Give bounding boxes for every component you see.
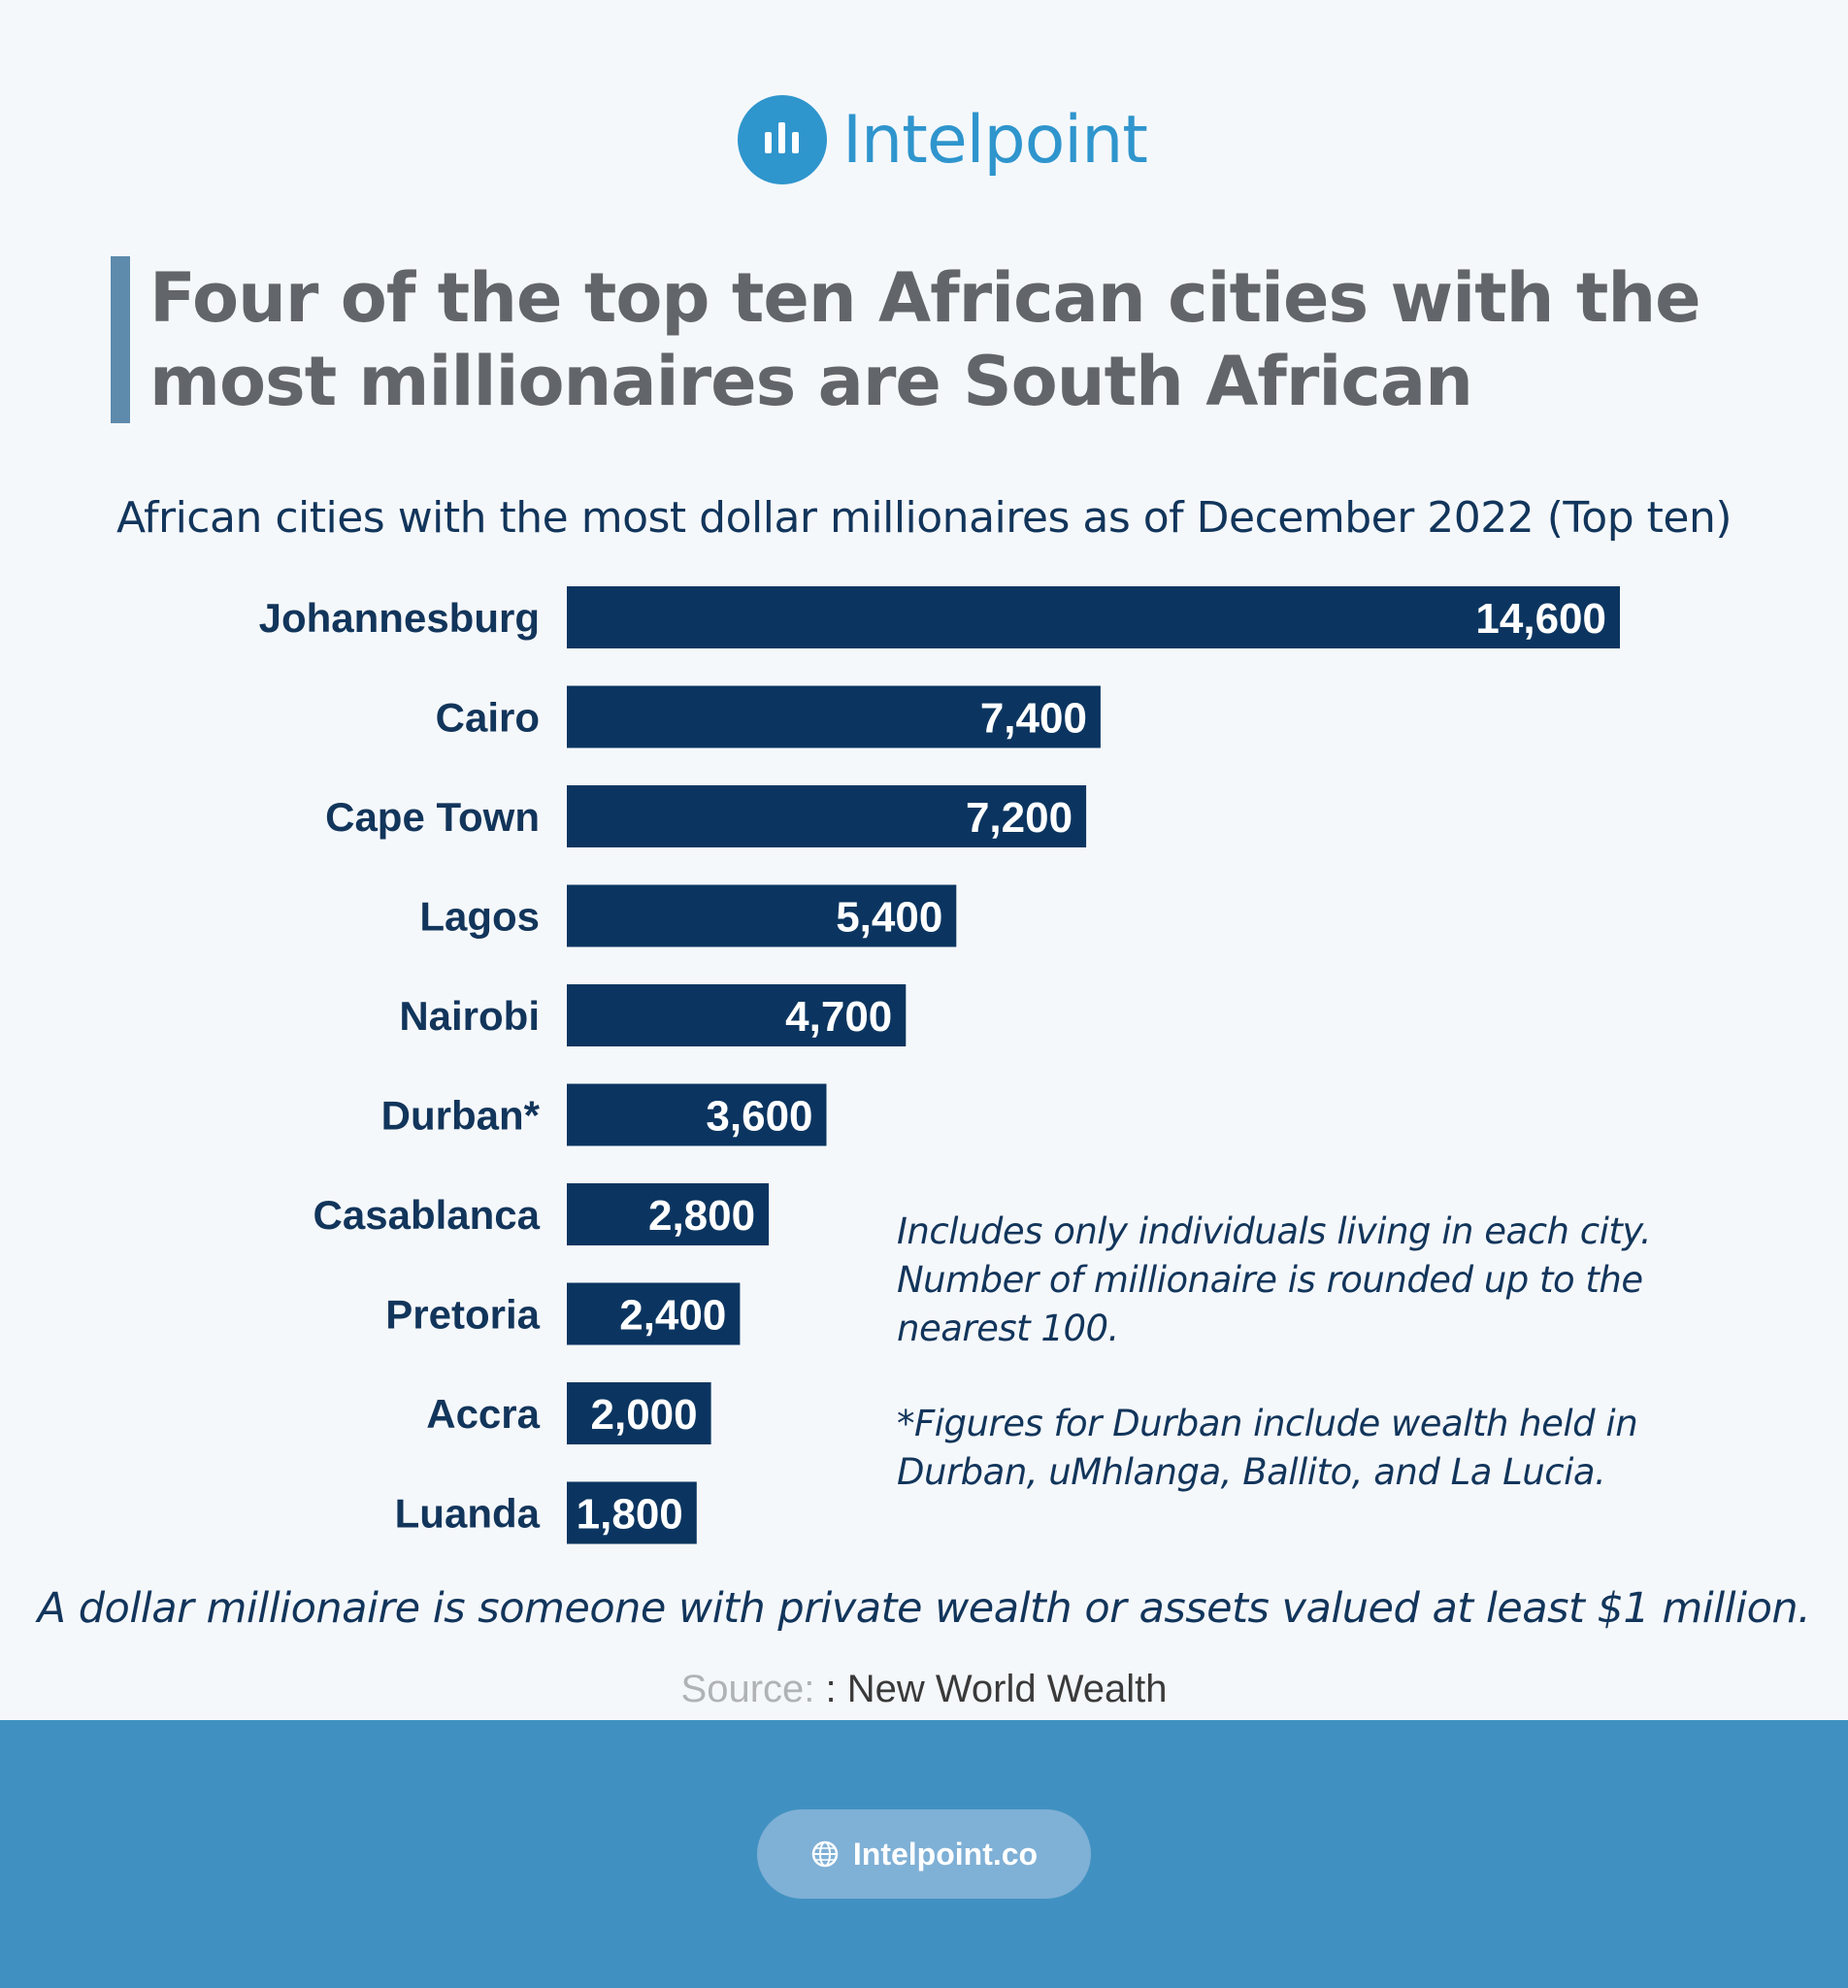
value-label: 1,800 <box>577 1491 683 1539</box>
category-label: Cairo <box>436 695 540 741</box>
note-durban: *Figures for Durban include wealth held … <box>897 1403 1638 1493</box>
bar-johannesburg <box>567 586 1620 648</box>
category-label: Pretoria <box>385 1292 540 1338</box>
bar-cape-town <box>567 785 1087 847</box>
category-label: Cape Town <box>325 794 540 840</box>
bar-nairobi <box>567 984 907 1046</box>
category-label: Johannesburg <box>259 595 540 641</box>
value-label: 7,400 <box>980 695 1087 743</box>
globe-icon <box>811 1840 839 1868</box>
category-label: Luanda <box>395 1491 541 1537</box>
category-label: Nairobi <box>399 993 540 1039</box>
website-link-button[interactable]: Intelpoint.co <box>757 1809 1091 1899</box>
bar-chart-icon <box>738 95 827 184</box>
value-label: 2,800 <box>648 1192 755 1240</box>
chart-notes: Includes only individuals living in each… <box>897 1208 1770 1497</box>
category-label: Accra <box>426 1391 540 1437</box>
bar-durban <box>567 1083 827 1146</box>
source-line: Source: : New World Wealth <box>0 1668 1848 1711</box>
bar-lagos <box>567 884 957 947</box>
category-label: Lagos <box>419 894 540 940</box>
note-rounding: Includes only individuals living in each… <box>897 1210 1652 1349</box>
bar-accra <box>567 1382 711 1444</box>
brand-name: Intelpoint <box>842 101 1148 179</box>
footer: Intelpoint.co <box>0 1720 1848 1988</box>
value-label: 2,400 <box>619 1292 726 1340</box>
value-label: 7,200 <box>966 794 1072 842</box>
category-label: Casablanca <box>314 1192 541 1238</box>
brand-logo: Intelpoint <box>738 95 1148 184</box>
bar-luanda <box>567 1481 697 1544</box>
source-label: Source: <box>680 1668 815 1710</box>
value-label: 2,000 <box>591 1391 698 1439</box>
value-label: 4,700 <box>785 993 892 1041</box>
source-name: : New World Wealth <box>825 1668 1168 1710</box>
value-label: 5,400 <box>836 894 942 942</box>
definition-text: A dollar millionaire is someone with pri… <box>37 1584 1811 1633</box>
value-label: 14,600 <box>1475 595 1606 643</box>
headline-block: Four of the top ten African cities with … <box>111 256 1819 423</box>
category-label: Durban* <box>381 1093 541 1139</box>
bar-pretoria <box>567 1282 741 1345</box>
website-link-label: Intelpoint.co <box>852 1836 1039 1872</box>
value-label: 3,600 <box>706 1093 812 1141</box>
bar-cairo <box>567 685 1101 748</box>
chart-title: African cities with the most dollar mill… <box>116 493 1732 543</box>
bar-casablanca <box>567 1183 770 1245</box>
page-title: Four of the top ten African cities with … <box>149 258 1701 421</box>
